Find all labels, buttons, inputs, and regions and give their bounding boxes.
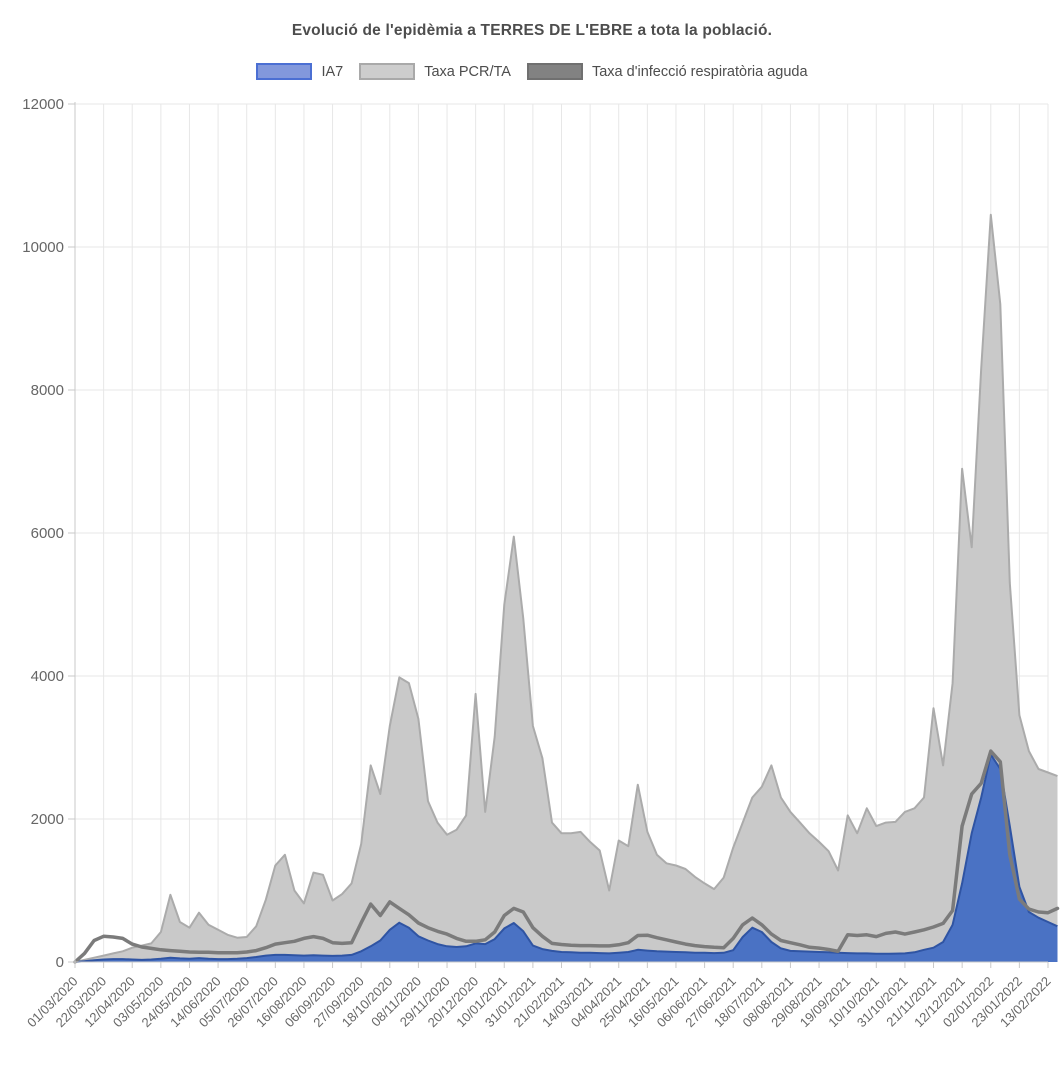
legend-swatch-taxa-pcr-ta-icon [359, 63, 416, 80]
chart-title: Evolució de l'epidèmia a TERRES DE L'EBR… [291, 22, 773, 39]
legend-swatch-taxa-infeccio-icon [526, 63, 583, 80]
series-area-1 [75, 754, 1058, 962]
series-line-2 [73, 749, 1060, 964]
svg-text:10000: 10000 [22, 239, 64, 256]
series-area-0 [75, 214, 1058, 963]
legend-item-taxa-pcr-ta[interactable]: Taxa PCR/TA [359, 63, 511, 80]
legend-label-taxa-pcr-ta: Taxa PCR/TA [424, 63, 511, 80]
legend-item-ia7[interactable]: IA7 [256, 63, 343, 80]
svg-text:4000: 4000 [31, 668, 64, 685]
svg-text:6000: 6000 [31, 525, 64, 542]
legend-item-taxa-infeccio[interactable]: Taxa d'infecció respiratòria aguda [526, 63, 808, 80]
chart-legend: IA7 Taxa PCR/TA Taxa d'infecció respirat… [0, 63, 1064, 80]
series [73, 213, 1060, 964]
series-outline-1 [74, 753, 1058, 963]
legend-label-ia7: IA7 [321, 63, 344, 80]
svg-text:8000: 8000 [31, 382, 64, 399]
svg-text:0: 0 [56, 954, 64, 971]
y-axis-labels: 0 2000 4000 6000 8000 10000 12000 [22, 96, 75, 971]
svg-text:2000: 2000 [31, 811, 64, 828]
legend-label-taxa-infeccio: Taxa d'infecció respiratòria aguda [591, 63, 808, 80]
x-axis-labels: 01/03/202022/03/202012/04/202003/05/2020… [24, 962, 1054, 1030]
legend-swatch-ia7-icon [256, 63, 313, 80]
series-outline-0 [74, 213, 1058, 963]
svg-text:12000: 12000 [22, 96, 64, 113]
